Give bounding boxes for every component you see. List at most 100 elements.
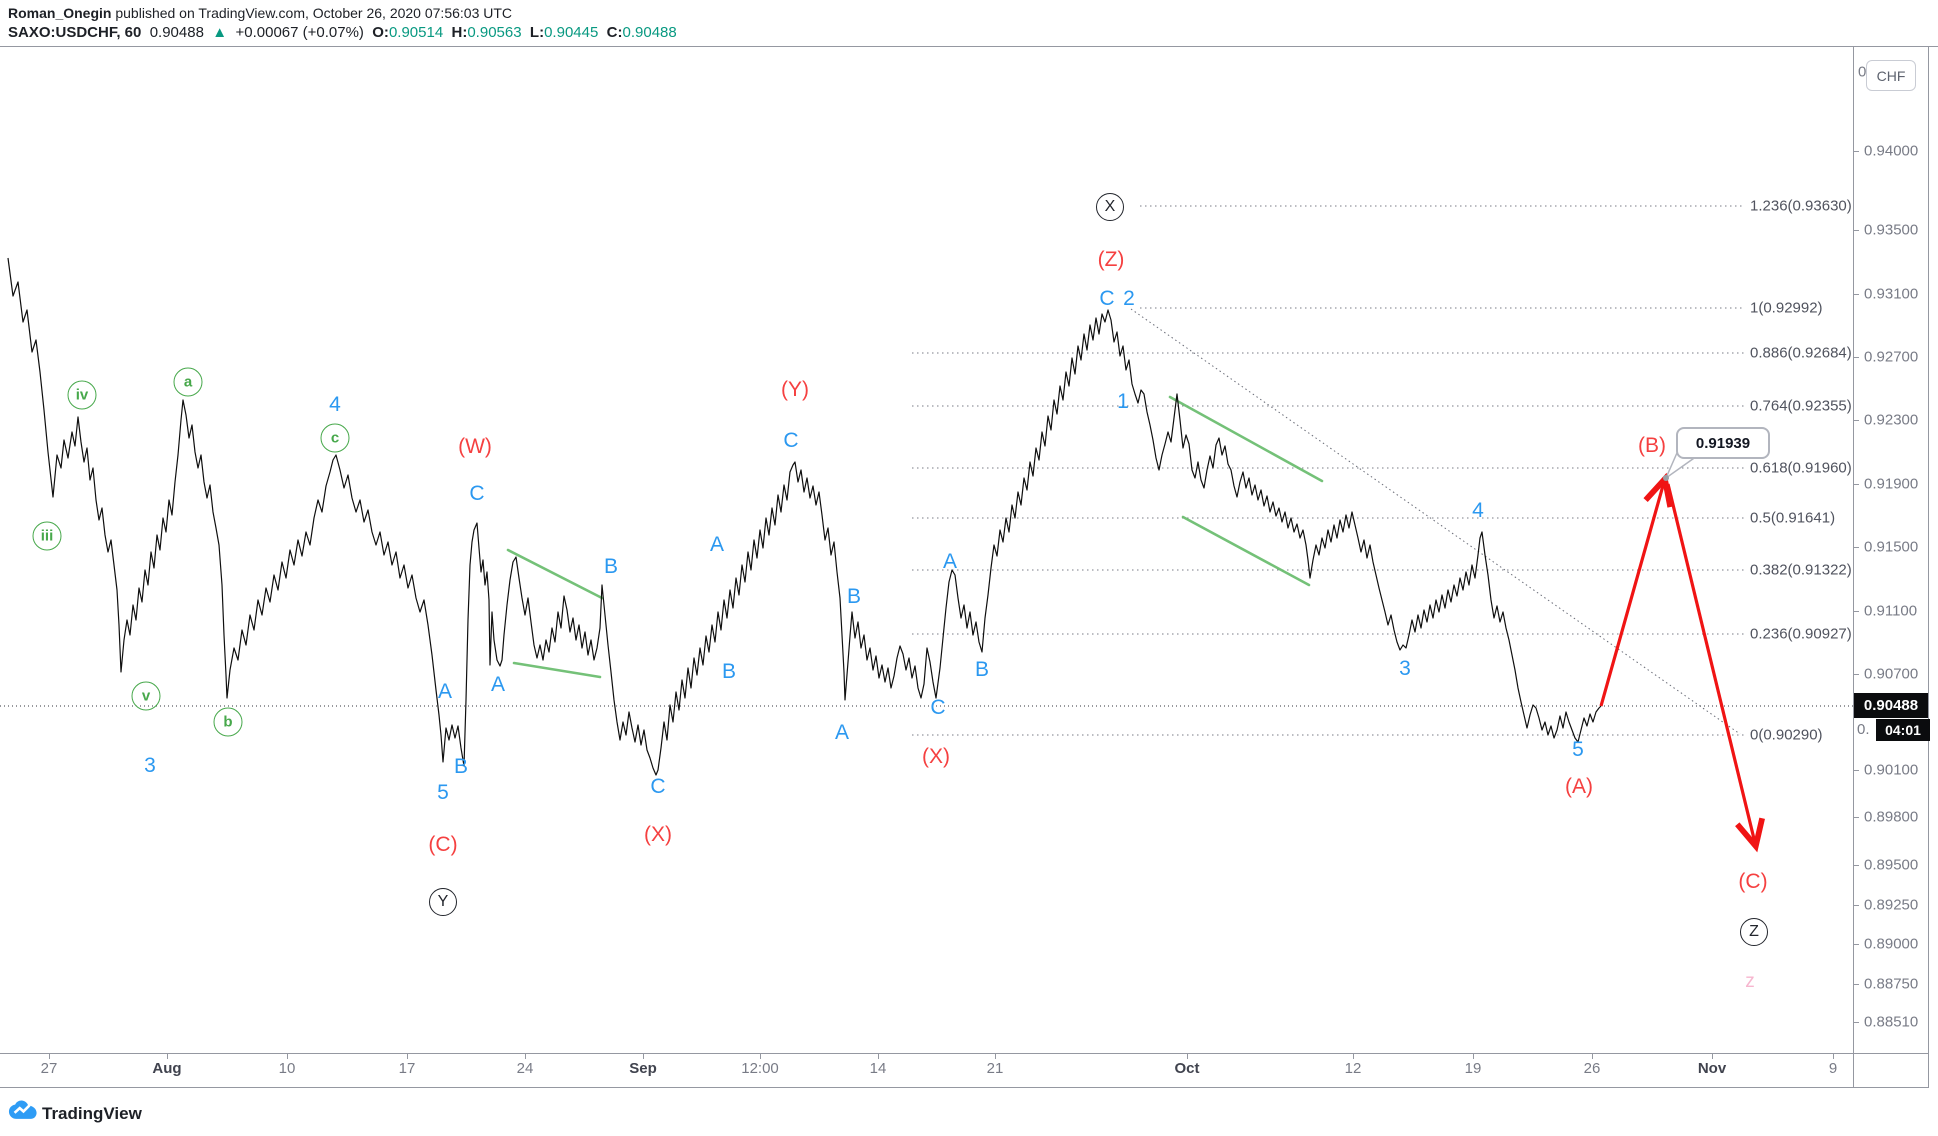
green-channel-line-4[interactable] [1181,515,1311,587]
wave-label-B-28[interactable]: B [974,658,990,681]
forecast-arrow-up-B[interactable] [1599,472,1674,707]
tradingview-cloud-icon[interactable] [8,1098,38,1122]
wave-label-B-24[interactable]: B [846,585,862,608]
time-tick-12[interactable]: 12 [1344,1060,1362,1077]
tradingview-wordmark[interactable]: TradingView [42,1104,142,1123]
currency-toggle-button[interactable]: CHF [1866,60,1916,91]
price-tick-0.93500[interactable]: 0.93500 [1864,221,1919,239]
wave-label-C-17[interactable]: C [650,775,666,798]
wave-label-C-29[interactable]: C [1099,287,1115,310]
wave-label-B-9[interactable]: B [453,755,469,778]
price-tick-0.89250[interactable]: 0.89250 [1864,896,1919,914]
time-tick-14[interactable]: 14 [869,1060,887,1077]
fib-level-label-0.764: 0.764(0.92355) [1750,397,1852,415]
time-tick-17[interactable]: 17 [398,1060,416,1077]
time-tick-dash [995,1053,996,1059]
price-tick-0.91900[interactable]: 0.91900 [1864,475,1919,493]
time-tick-19[interactable]: 19 [1464,1060,1482,1077]
wave-label-v-4[interactable]: v [131,681,161,711]
green-channel-line-1[interactable] [506,548,604,600]
time-tick-12:00[interactable]: 12:00 [741,1060,779,1077]
time-tick-10[interactable]: 10 [278,1060,296,1077]
current-price-label: 0.90488 [1854,693,1928,718]
wave-label-A-27[interactable]: A [942,550,958,573]
open-label: O: [372,24,389,41]
time-tick-Aug[interactable]: Aug [152,1060,182,1077]
price-tick-0.88510[interactable]: 0.88510 [1864,1013,1919,1031]
wave-label-1-33[interactable]: 1 [1117,390,1129,413]
wave-label-4-35[interactable]: 4 [1472,499,1484,522]
wave-label-C-25[interactable]: C [930,696,946,719]
wave-label-X-32[interactable]: X [1096,193,1124,221]
price-tick-0.89500[interactable]: 0.89500 [1864,856,1919,874]
price-tick-0.91500[interactable]: 0.91500 [1864,538,1919,556]
wave-label-C-21[interactable]: C [783,429,799,452]
descending-dotted-trendline[interactable] [1130,308,1741,735]
wave-label-Y-22[interactable]: (Y) [781,378,809,401]
wave-label-iii-1[interactable]: iii [32,521,62,551]
wave-label-3-7[interactable]: 3 [144,754,156,777]
price-tick-0.89800[interactable]: 0.89800 [1864,808,1919,826]
wave-label-3-34[interactable]: 3 [1399,657,1411,680]
wave-label-5-36[interactable]: 5 [1572,738,1584,761]
wave-label-B-38[interactable]: (B) [1638,434,1666,457]
time-tick-26[interactable]: 26 [1583,1060,1601,1077]
fib-level-label-0.5: 0.5(0.91641) [1750,509,1836,527]
wave-label-Z-40[interactable]: Z [1740,918,1768,946]
forecast-arrow-down-C[interactable] [1666,483,1765,853]
symbol-quote-row: SAXO:USDCHF, 60 0.90488 ▲ +0.00067 (+0.0… [8,23,677,43]
wave-label-W-12[interactable]: (W) [458,435,492,458]
wave-label-B-20[interactable]: B [721,660,737,683]
wave-label-C-39[interactable]: (C) [1738,870,1768,893]
price-tick-0.88750[interactable]: 0.88750 [1864,975,1919,993]
time-tick-Oct[interactable]: Oct [1174,1060,1200,1077]
wave-label-A-23[interactable]: A [834,721,850,744]
price-tick-0.92300[interactable]: 0.92300 [1864,411,1919,429]
wave-label-A-37[interactable]: (A) [1565,775,1593,798]
wave-label-A-13[interactable]: A [490,673,506,696]
fib-level-label-0.886: 0.886(0.92684) [1750,344,1852,362]
wave-label-b-5[interactable]: b [213,707,243,737]
chart-top-border [0,46,1938,47]
wave-label-iv-0[interactable]: iv [67,380,97,410]
wave-label-4-6[interactable]: 4 [329,393,341,416]
price-tick-0.89000[interactable]: 0.89000 [1864,935,1919,953]
wave-label-2-30[interactable]: 2 [1123,287,1135,310]
price-tick-dash [1853,151,1859,152]
time-tick-27[interactable]: 27 [40,1060,58,1077]
last-price: 0.90488 [149,24,204,41]
fib-level-label-0: 0(0.90290) [1750,726,1823,744]
wave-label-a-2[interactable]: a [173,367,203,397]
green-channel-line-3[interactable] [1168,395,1324,483]
fib-level-label-0.382: 0.382(0.91322) [1750,561,1852,579]
price-tick-dash [1853,817,1859,818]
time-tick-24[interactable]: 24 [516,1060,534,1077]
time-tick-Nov[interactable]: Nov [1697,1060,1727,1077]
price-tick-0.90700[interactable]: 0.90700 [1864,665,1919,683]
wave-label-C-11[interactable]: C [469,482,485,505]
price-axis-separator[interactable] [1853,46,1854,1088]
wave-label-B-14[interactable]: B [603,555,619,578]
price-tick-0.92700[interactable]: 0.92700 [1864,348,1919,366]
wave-label-5-10[interactable]: 5 [437,781,449,804]
wave-label-C-15[interactable]: (C) [428,833,458,856]
wave-label-z-41[interactable]: z [1745,971,1755,992]
wave-label-X-26[interactable]: (X) [922,745,950,768]
wave-label-A-19[interactable]: A [709,533,725,556]
price-tick-0.90100[interactable]: 0.90100 [1864,761,1919,779]
green-channel-line-2[interactable] [512,661,602,679]
wave-label-Z-31[interactable]: (Z) [1097,248,1125,271]
price-series-path[interactable] [7,257,1602,776]
wave-label-Y-16[interactable]: Y [429,888,457,916]
price-tick-0.93100[interactable]: 0.93100 [1864,285,1919,303]
symbol-name: SAXO:USDCHF, 60 [8,24,142,41]
time-tick-9[interactable]: 9 [1828,1060,1838,1077]
wave-label-X-18[interactable]: (X) [644,823,672,846]
wave-label-c-3[interactable]: c [320,423,350,453]
time-tick-21[interactable]: 21 [986,1060,1004,1077]
price-tick-0.91100[interactable]: 0.91100 [1864,602,1918,620]
wave-label-A-8[interactable]: A [437,680,453,703]
time-tick-Sep[interactable]: Sep [629,1060,657,1077]
price-tick-0.94000[interactable]: 0.94000 [1864,142,1919,160]
